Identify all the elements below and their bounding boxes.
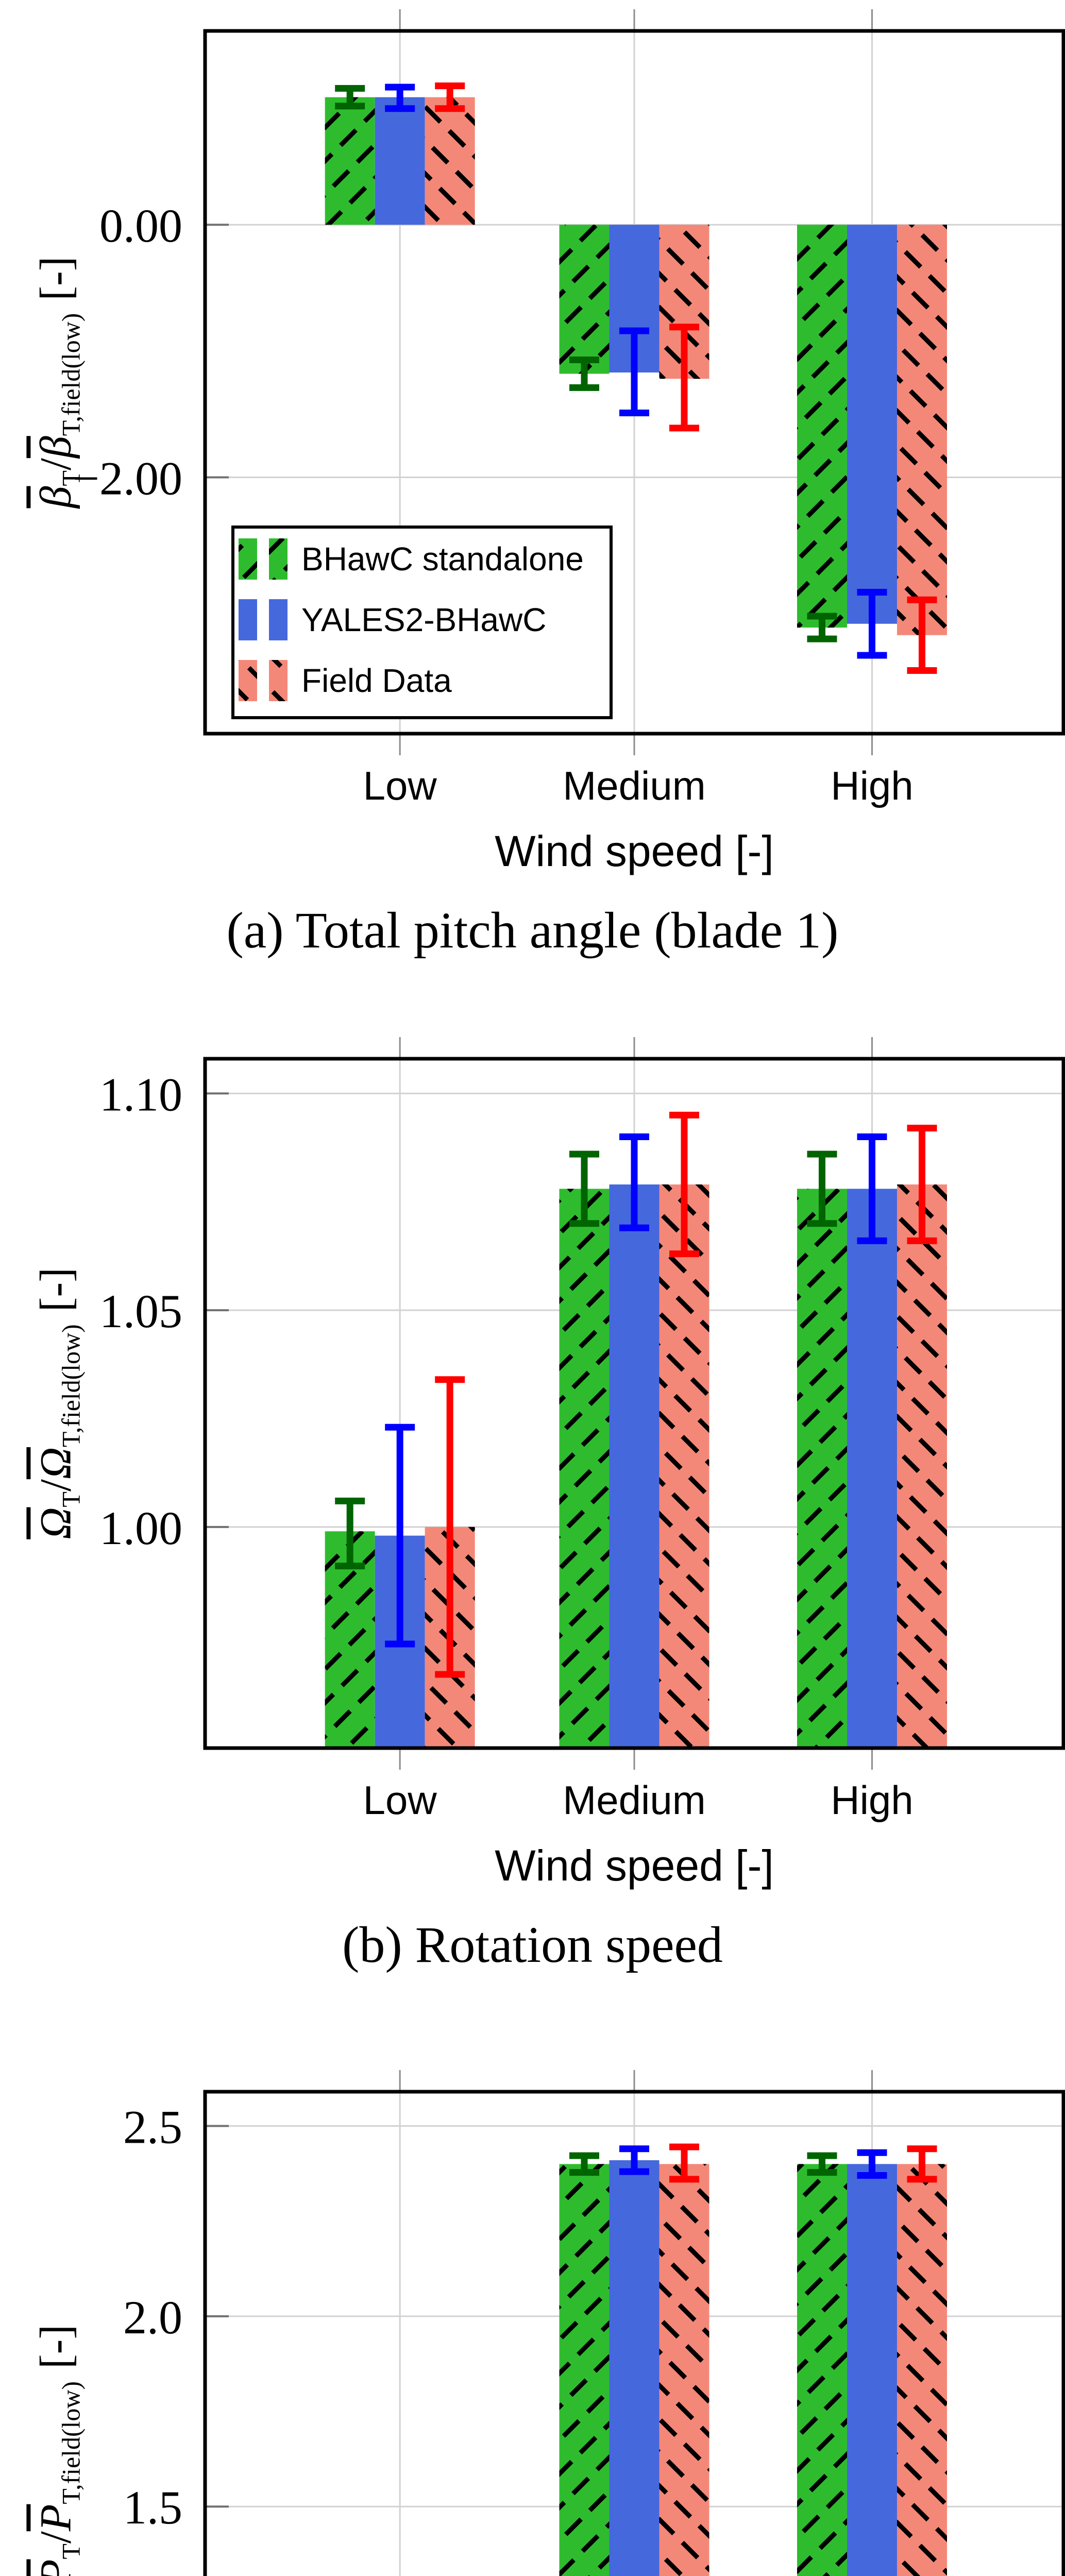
legend-label-1: YALES2-BHawC: [301, 601, 546, 638]
math-symbol: β: [30, 436, 80, 459]
y-axis-label-rotation-speed: ΩT/ΩT,field(low)[-]: [29, 1267, 86, 1539]
legend-swatch-1-0: [239, 599, 257, 640]
bar-a-high-series1: [847, 225, 897, 624]
math-symbol: Ω: [30, 1447, 80, 1480]
legend-swatch-0-1-hatch: [269, 538, 288, 580]
bar-a-low-series1: [375, 97, 425, 225]
math-subscript: T,field(low): [57, 313, 86, 436]
fraction-slash: /: [30, 1479, 80, 1492]
legend-box: [231, 526, 613, 719]
bar-c-high-series2-hatch: [897, 2164, 947, 2576]
bar-b-high-series0-hatch: [797, 1189, 847, 1748]
bar-b-high-series1: [847, 1189, 897, 1748]
math-subscript: T: [57, 1492, 86, 1507]
math-symbol: Ω: [30, 1507, 80, 1539]
bar-a-medium-series0-hatch: [559, 225, 610, 374]
axis-units: [-]: [30, 256, 80, 301]
category-label-a-low: Low: [363, 763, 437, 808]
math-subscript: T: [57, 470, 86, 486]
bar-b-medium-series2-hatch: [659, 1184, 709, 1748]
legend-label-2: Field Data: [301, 662, 452, 699]
bar-c-high-series1: [847, 2164, 897, 2576]
category-label-b-high: High: [831, 1777, 913, 1823]
x-axis-label-a: Wind speed [-]: [495, 827, 774, 875]
y-tick-label-a-0: 0.00: [99, 199, 182, 252]
legend-swatch-0-0-hatch: [239, 538, 257, 580]
math-symbol: β: [30, 486, 80, 509]
math-subscript: T: [57, 2544, 86, 2560]
bar-a-low-series2-hatch: [425, 97, 475, 225]
bar-a-high-series0-hatch: [797, 225, 847, 628]
legend-swatch-1-1: [269, 599, 288, 640]
math-subscript: T,field(low): [57, 2381, 86, 2504]
y-tick-label-a-1: −2.00: [73, 452, 182, 504]
x-axis-label-b: Wind speed [-]: [495, 1841, 774, 1890]
y-tick-label-c-1: 2.0: [123, 2291, 182, 2344]
bar-a-high-series2-hatch: [897, 225, 947, 635]
category-label-b-medium: Medium: [563, 1777, 705, 1823]
axis-units: [-]: [30, 2324, 80, 2369]
bar-a-low-series0-hatch: [325, 97, 375, 225]
subfigure-caption-a: (a) Total pitch angle (blade 1): [226, 902, 839, 959]
bar-b-high-series2-hatch: [897, 1184, 947, 1748]
category-label-a-high: High: [831, 763, 913, 808]
plot-frame-a: [203, 29, 1065, 736]
y-axis-label-power-output: PT/PT,field(low)[-]: [29, 2325, 86, 2576]
bar-c-high-series0-hatch: [797, 2164, 847, 2576]
y-tick-label-b-2: 1.00: [99, 1502, 182, 1554]
plot-frame-c: [203, 2090, 1065, 2576]
axis-units: [-]: [30, 1267, 80, 1312]
legend-swatch-2-1-hatch: [269, 660, 288, 701]
math-subscript: T,field(low): [57, 1324, 86, 1447]
y-tick-label-b-0: 1.10: [99, 1068, 182, 1121]
bar-c-medium-series1: [609, 2160, 660, 2576]
legend-swatch-2-0-hatch: [239, 660, 257, 701]
bar-c-medium-series0-hatch: [559, 2164, 610, 2576]
legend-label-0: BHawC standalone: [301, 540, 584, 578]
y-axis-label-pitch-angle: βT/βT,field(low)[-]: [29, 257, 86, 509]
math-symbol: P: [30, 2559, 80, 2576]
category-label-b-low: Low: [363, 1777, 437, 1823]
plot-frame-b: [203, 1057, 1065, 1750]
subfigure-caption-b: (b) Rotation speed: [342, 1916, 723, 1973]
math-symbol: P: [30, 2504, 80, 2532]
y-tick-label-b-1: 1.05: [99, 1285, 182, 1337]
bar-b-medium-series1: [609, 1184, 660, 1748]
fraction-slash: /: [30, 458, 80, 471]
bar-c-medium-series2-hatch: [659, 2164, 709, 2576]
y-tick-label-c-2: 1.5: [123, 2481, 182, 2534]
bar-b-medium-series0-hatch: [559, 1189, 610, 1748]
y-tick-label-c-0: 2.5: [123, 2100, 182, 2153]
fraction-slash: /: [30, 2531, 80, 2544]
category-label-a-medium: Medium: [563, 763, 705, 808]
